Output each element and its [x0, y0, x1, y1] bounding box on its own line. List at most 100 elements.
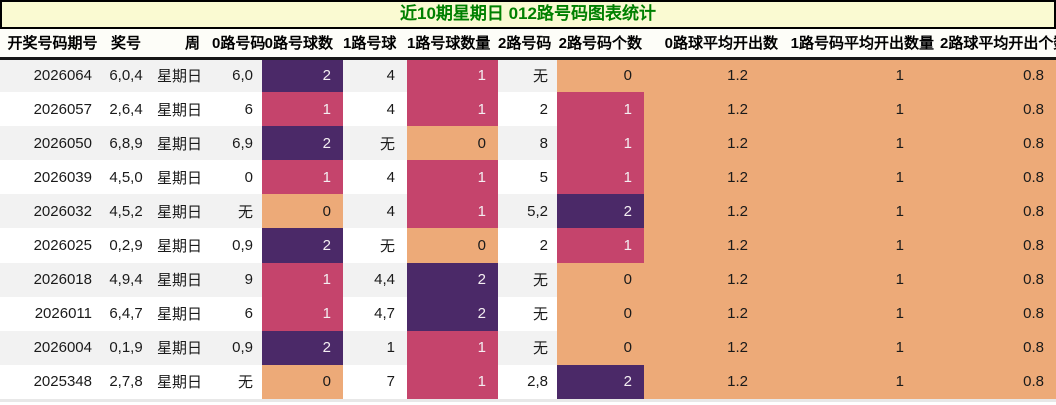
cell-avg0: 1.2	[644, 92, 784, 127]
cell-week: 星期日	[156, 68, 202, 86]
cell-r1-count: 1	[407, 160, 498, 195]
cell-r1-nums: 无	[379, 135, 395, 153]
header-row: 开奖号码期号 奖号 周 0路号码 0路号球数 1路号球 1路号球数量 2路号码 …	[0, 29, 1056, 58]
cell-r0-nums: 6	[244, 100, 253, 118]
cell-r2-count: 1	[557, 160, 644, 195]
cell-avg0: 1.2	[644, 330, 784, 365]
cell-prize: 6,0,4	[109, 67, 143, 85]
cell-avg2: 0.8	[940, 330, 1056, 365]
cell-r2-count: 0	[557, 58, 644, 93]
cell-avg2: 0.8	[940, 228, 1056, 263]
cell-r1-count: 1	[407, 92, 498, 127]
table-row: 2026018 4,9,4 星期日 9 1 4,4 2 无 0 1.2 1 0.…	[0, 262, 1056, 297]
column-header-period: 开奖号码期号	[7, 35, 98, 53]
cell-r1-nums: 4,4	[374, 271, 395, 289]
cell-week: 星期日	[156, 340, 202, 358]
cell-week: 星期日	[156, 374, 202, 392]
cell-period: 2026025	[33, 237, 92, 255]
cell-avg1: 1	[784, 262, 940, 297]
table-row: 2026064 6,0,4 星期日 6,0 2 4 1 无 0 1.2 1 0.…	[0, 58, 1056, 93]
cell-r1-nums: 7	[386, 373, 395, 391]
cell-r2-nums: 无	[532, 68, 548, 86]
cell-r2-nums: 2	[539, 100, 548, 118]
cell-r1-nums: 4	[386, 100, 395, 118]
cell-r2-count: 2	[557, 194, 644, 229]
cell-r1-nums: 4	[386, 67, 395, 85]
stats-table: 开奖号码期号 奖号 周 0路号码 0路号球数 1路号球 1路号球数量 2路号码 …	[0, 29, 1056, 399]
cell-r0-nums: 0	[244, 168, 253, 186]
cell-avg0: 1.2	[644, 364, 784, 399]
cell-avg2: 0.8	[940, 58, 1056, 93]
cell-r0-nums: 9	[244, 271, 253, 289]
cell-avg0: 1.2	[644, 126, 784, 161]
column-header-avg2: 2路球平均开出个数	[940, 35, 1056, 53]
cell-r2-nums: 8	[539, 134, 548, 152]
column-header-avg1: 1路号码平均开出数量	[790, 35, 934, 53]
table-row: 2026050 6,8,9 星期日 6,9 2 无 0 8 1 1.2 1 0.…	[0, 126, 1056, 161]
cell-period: 2026004	[33, 339, 92, 357]
cell-r2-nums: 2,8	[527, 373, 548, 391]
cell-r2-nums: 无	[532, 340, 548, 358]
cell-avg2: 0.8	[940, 364, 1056, 399]
cell-r1-nums: 无	[379, 238, 395, 256]
cell-avg1: 1	[784, 296, 940, 331]
cell-avg2: 0.8	[940, 126, 1056, 161]
cell-week: 星期日	[156, 306, 202, 324]
table-row: 2025348 2,7,8 星期日 无 0 7 1 2,8 2 1.2 1 0.…	[0, 364, 1056, 399]
cell-r0-nums: 无	[237, 374, 253, 392]
cell-avg1: 1	[784, 330, 940, 365]
cell-r1-count: 1	[407, 364, 498, 399]
cell-r2-nums: 5	[539, 168, 548, 186]
table-row: 2026057 2,6,4 星期日 6 1 4 1 2 1 1.2 1 0.8	[0, 92, 1056, 127]
cell-prize: 2,6,4	[109, 100, 143, 118]
cell-prize: 6,8,9	[109, 134, 143, 152]
cell-avg1: 1	[784, 160, 940, 195]
cell-avg1: 1	[784, 58, 940, 93]
cell-avg2: 0.8	[940, 160, 1056, 195]
table-row: 2026032 4,5,2 星期日 无 0 4 1 5,2 2 1.2 1 0.…	[0, 194, 1056, 229]
column-header-avg0: 0路球平均开出数	[664, 35, 778, 53]
cell-r1-count: 1	[407, 194, 498, 229]
cell-r2-nums: 2	[539, 237, 548, 255]
cell-avg1: 1	[784, 92, 940, 127]
column-header-week: 周	[184, 35, 200, 53]
cell-r1-count: 0	[407, 228, 498, 263]
cell-r0-count: 2	[262, 58, 343, 93]
cell-prize: 0,2,9	[109, 237, 143, 255]
cell-r2-count: 1	[557, 92, 644, 127]
cell-r2-count: 0	[557, 262, 644, 297]
cell-r1-count: 1	[407, 58, 498, 93]
cell-week: 星期日	[156, 238, 202, 256]
cell-r1-count: 2	[407, 296, 498, 331]
table-row: 2026025 0,2,9 星期日 0,9 2 无 0 2 1 1.2 1 0.…	[0, 228, 1056, 263]
cell-r2-count: 0	[557, 296, 644, 331]
cell-avg1: 1	[784, 364, 940, 399]
cell-r1-nums: 4	[386, 202, 395, 220]
cell-period: 2026057	[33, 100, 92, 118]
cell-avg1: 1	[784, 126, 940, 161]
cell-r0-nums: 6	[244, 305, 253, 323]
cell-r1-count: 0	[407, 126, 498, 161]
column-header-r0-count: 0路号球数	[264, 35, 333, 53]
cell-prize: 4,5,2	[109, 202, 143, 220]
cell-r0-count: 2	[262, 228, 343, 263]
cell-r2-count: 1	[557, 228, 644, 263]
cell-r2-count: 0	[557, 330, 644, 365]
cell-r1-nums: 1	[386, 339, 395, 357]
column-header-r1-count: 1路号球数量	[407, 35, 491, 53]
cell-r0-nums: 0,9	[232, 237, 253, 255]
cell-week: 星期日	[156, 101, 202, 119]
cell-r2-nums: 无	[532, 306, 548, 324]
cell-r0-count: 1	[262, 92, 343, 127]
cell-avg2: 0.8	[940, 262, 1056, 297]
cell-period: 2026064	[33, 67, 92, 85]
cell-avg0: 1.2	[644, 160, 784, 195]
cell-prize: 0,1,9	[109, 339, 143, 357]
cell-period: 2026050	[33, 134, 92, 152]
cell-avg0: 1.2	[644, 228, 784, 263]
cell-avg0: 1.2	[644, 194, 784, 229]
cell-r0-nums: 6,9	[232, 134, 253, 152]
cell-r0-nums: 6,0	[232, 67, 253, 85]
cell-r2-nums: 无	[532, 272, 548, 290]
cell-r0-nums: 无	[237, 203, 253, 221]
